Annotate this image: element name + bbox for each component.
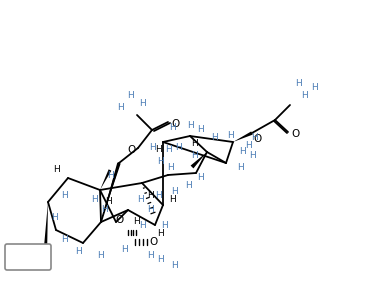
Text: H: H [122, 245, 128, 255]
Text: H: H [197, 174, 204, 183]
Text: H: H [212, 133, 218, 143]
Text: O: O [128, 145, 136, 155]
Text: Abδ: Abδ [19, 255, 38, 265]
Text: H: H [162, 220, 169, 230]
Text: H: H [149, 144, 155, 152]
Polygon shape [43, 202, 48, 258]
Text: O: O [172, 119, 180, 129]
Text: H: H [92, 195, 98, 205]
Text: H: H [102, 205, 108, 214]
Text: O: O [253, 134, 261, 144]
Text: H: H [192, 139, 198, 148]
Text: H: H [237, 164, 243, 172]
Text: H: H [192, 150, 198, 160]
Text: O: O [115, 215, 123, 225]
Text: H: H [175, 144, 181, 152]
Text: H: H [105, 197, 112, 207]
Text: H: H [61, 191, 68, 199]
Polygon shape [233, 131, 253, 142]
Text: H: H [295, 79, 301, 88]
Text: H: H [155, 146, 162, 154]
Text: O: O [292, 129, 300, 139]
Text: H: H [75, 247, 81, 257]
Text: H: H [137, 195, 144, 205]
Polygon shape [101, 162, 121, 222]
Text: H: H [164, 146, 171, 154]
Text: H: H [107, 170, 113, 179]
Text: H: H [170, 195, 176, 205]
Text: H: H [146, 191, 153, 199]
Text: H: H [167, 164, 173, 172]
Text: H: H [245, 141, 251, 150]
Text: H: H [249, 150, 255, 160]
Text: H: H [238, 148, 245, 156]
Polygon shape [100, 169, 112, 190]
Text: H: H [155, 191, 162, 199]
Text: H: H [227, 131, 233, 139]
Text: H: H [53, 166, 59, 174]
Text: H: H [139, 98, 146, 108]
FancyBboxPatch shape [5, 244, 51, 270]
Text: H: H [157, 158, 163, 166]
Text: H: H [132, 218, 139, 226]
Text: O: O [149, 237, 157, 247]
Text: H: H [157, 228, 163, 238]
Text: H: H [185, 181, 191, 189]
Text: H: H [302, 90, 308, 100]
Text: H: H [127, 92, 133, 100]
Text: H: H [61, 236, 68, 245]
Text: H: H [139, 220, 145, 230]
Text: H: H [171, 187, 178, 197]
Text: H: H [146, 205, 153, 214]
Text: H: H [157, 255, 163, 265]
Text: H: H [197, 125, 204, 135]
Polygon shape [191, 152, 207, 168]
Text: H: H [187, 121, 193, 129]
Text: H: H [117, 102, 123, 112]
Text: H: H [146, 251, 153, 259]
Text: H: H [312, 84, 318, 92]
Text: H: H [171, 261, 178, 269]
Text: H: H [169, 123, 176, 133]
Text: H: H [97, 251, 103, 259]
Text: H: H [52, 214, 59, 222]
Text: H: H [252, 133, 258, 143]
